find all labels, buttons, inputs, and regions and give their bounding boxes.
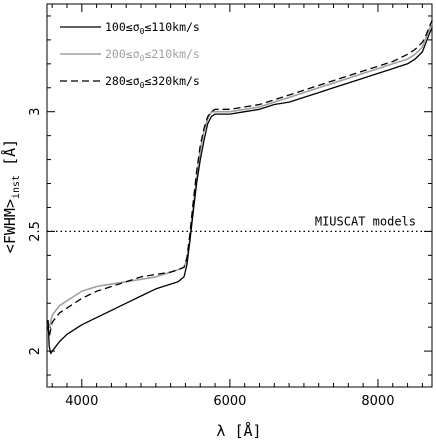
y-axis-label-sub: inst: [11, 175, 22, 199]
legend-label-2: 200≤σ0≤210km/s: [105, 47, 200, 63]
axis-ticks: [47, 4, 432, 387]
y-axis-label-main: <FWHM>: [1, 199, 19, 253]
plot-frame: [46, 3, 433, 388]
y-axis-label: <FWHM>inst [Å]: [0, 139, 22, 253]
series-line-1: [47, 27, 433, 355]
series-layer: [47, 20, 433, 355]
legend: 100≤σ0≤110km/s 200≤σ0≤210km/s 280≤σ0≤320km…: [60, 20, 200, 90]
y-tick-label: 2: [28, 347, 43, 355]
y-axis-label-unit: [Å]: [0, 139, 19, 175]
legend-label-1: 100≤σ0≤110km/s: [105, 20, 200, 36]
y-tick-label: 2.5: [28, 221, 43, 242]
series-line-2: [47, 22, 433, 329]
tick-labels: 4000 6000 8000 2 2.5 3: [28, 108, 394, 409]
series-line-3: [47, 20, 433, 338]
legend-label-3: 280≤σ0≤320km/s: [105, 74, 200, 90]
miuscat-label: MIUSCAT models: [315, 214, 416, 228]
y-tick-label: 3: [28, 108, 43, 116]
x-axis-label: λ [Å]: [216, 421, 261, 440]
x-tick-label: 8000: [361, 394, 394, 409]
x-tick-label: 4000: [65, 394, 98, 409]
x-tick-label: 6000: [213, 394, 246, 409]
